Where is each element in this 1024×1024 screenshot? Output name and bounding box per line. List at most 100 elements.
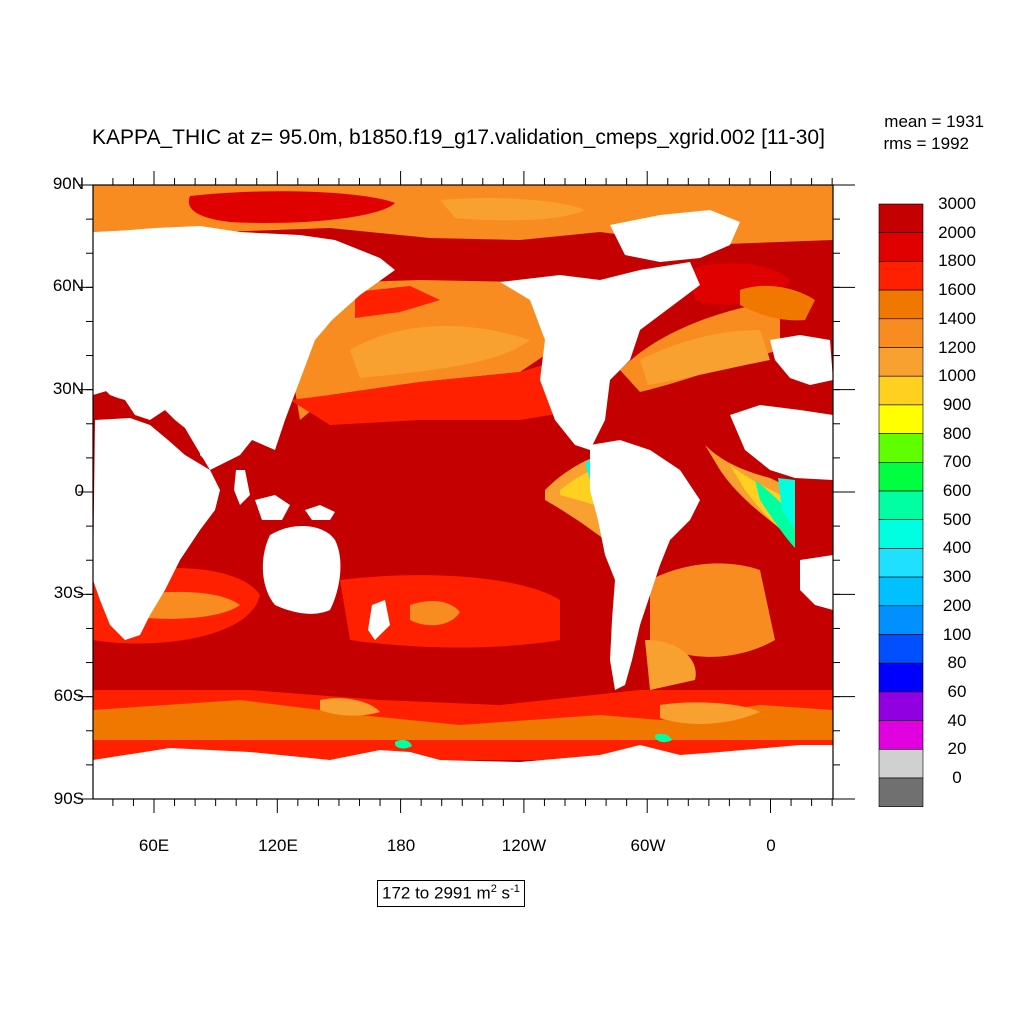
colorbar-label: 1400 (938, 308, 976, 328)
colorbar-swatch (878, 232, 924, 262)
eurasia-land (93, 226, 395, 470)
antarctic-orange-band (93, 700, 833, 740)
colorbar-swatch (878, 433, 924, 463)
range-text: 172 to 2991 m (382, 883, 491, 903)
north-america-land (500, 262, 700, 450)
mean-stat: mean = 1931 (884, 112, 984, 131)
colorbar-swatch (878, 347, 924, 377)
colorbar (878, 203, 924, 808)
colorbar-label: 300 (942, 567, 972, 587)
colorbar-label: 100 (942, 624, 972, 644)
weddell-green-spot (655, 733, 672, 743)
australia-land (262, 525, 341, 614)
colorbar-label: 40 (947, 710, 967, 730)
lat-label-30n: 30N (52, 379, 84, 398)
colorbar-label: 20 (947, 739, 967, 759)
new-zealand-land (368, 600, 390, 640)
south-atlantic-orange (650, 563, 775, 657)
ross-light (320, 698, 380, 716)
africa-west-land (93, 418, 220, 640)
europe-land (93, 295, 150, 395)
colorbar-label: 500 (942, 509, 972, 529)
colorbar-label: 200 (942, 595, 972, 615)
north-pacific-red-band (290, 360, 580, 425)
lat-label-30s: 30S (53, 583, 84, 602)
arctic-light-patch (440, 198, 585, 221)
colorbar-swatch (878, 404, 924, 434)
range-sup-2: 2 (490, 883, 497, 895)
colorbar-swatch (878, 548, 924, 578)
atlantic-coastal-green (755, 480, 795, 548)
africa-east-land (730, 405, 833, 480)
colorbar-label: 800 (942, 423, 972, 443)
colorbar-swatch (878, 203, 924, 234)
colorbar-label: 80 (947, 653, 967, 673)
colorbar-label: 600 (942, 481, 972, 500)
patagonia-light (645, 640, 696, 690)
lat-label-90n: 90N (52, 174, 84, 193)
weddell-light (660, 702, 760, 724)
india-land (200, 420, 220, 465)
colorbar-label: 1600 (938, 280, 976, 300)
lon-label-60e: 60E (138, 836, 170, 855)
colorbar-label: 400 (942, 538, 972, 558)
lon-label-60w: 60W (630, 836, 666, 855)
lat-label-60n: 60N (52, 276, 84, 295)
plot-title: KAPPA_THIC at z= 95.0m, b1850.f19_g17.va… (92, 126, 825, 149)
lon-label-180: 180 (386, 836, 416, 855)
rms-stat: rms = 1992 (883, 134, 969, 153)
lat-label-0: 0 (74, 481, 84, 500)
africa-south-tip (800, 555, 833, 610)
colorbar-label: 60 (947, 681, 967, 701)
iberia-land (770, 335, 833, 385)
colorbar-swatch (878, 576, 924, 607)
lat-label-60s: 60S (53, 686, 84, 705)
north-pacific-light (350, 326, 530, 378)
colorbar-label: 2000 (938, 222, 976, 242)
ross-green-spot (395, 739, 412, 749)
colorbar-label: 1800 (938, 251, 976, 271)
lat-label-90s: 90S (53, 789, 84, 808)
antarctica-land (93, 745, 833, 799)
colorbar-swatch (878, 777, 924, 808)
colorbar-label: 700 (942, 452, 972, 472)
colorbar-swatch (878, 261, 924, 291)
colorbar-swatch (878, 490, 924, 521)
colorbar-swatch (878, 662, 924, 693)
atlantic-coastal-cyan (778, 478, 795, 530)
colorbar-swatch (878, 375, 924, 406)
colorbar-swatch (878, 691, 924, 721)
arctic-red-patch (188, 191, 395, 224)
colorbar-swatch (878, 634, 924, 664)
new-guinea-land (305, 505, 335, 520)
colorbar-swatch (878, 519, 924, 549)
south-pacific-orange-patch (410, 600, 460, 626)
north-atlantic-orange2 (740, 285, 815, 321)
colorbar-swatch (878, 461, 924, 492)
colorbar-label: 1000 (938, 366, 976, 386)
malay-land (234, 470, 250, 505)
ocean-field (93, 185, 833, 799)
lon-label-120w: 120W (501, 836, 547, 855)
range-unit-s: s (496, 883, 511, 903)
colorbar-label: 3000 (938, 194, 976, 213)
lon-label-0: 0 (766, 836, 776, 855)
range-box: 172 to 2991 m2 s-1 (377, 880, 525, 907)
colorbar-label: 1200 (938, 337, 976, 357)
colorbar-label: 900 (942, 394, 972, 414)
range-sup-neg1: -1 (510, 883, 520, 895)
north-atlantic-light (640, 330, 770, 385)
colorbar-swatch (878, 720, 924, 750)
south-america-land (590, 440, 700, 690)
colorbar-swatch (878, 289, 924, 320)
colorbar-label: 0 (952, 768, 962, 787)
colorbar-swatch (878, 318, 924, 348)
greenland-land (610, 210, 740, 262)
north-pacific-red (355, 286, 440, 318)
colorbar-swatch (878, 605, 924, 635)
colorbar-swatch (878, 748, 924, 779)
lon-label-120e: 120E (258, 836, 298, 855)
axis-ticks (78, 171, 855, 813)
indonesia-land (255, 495, 290, 520)
